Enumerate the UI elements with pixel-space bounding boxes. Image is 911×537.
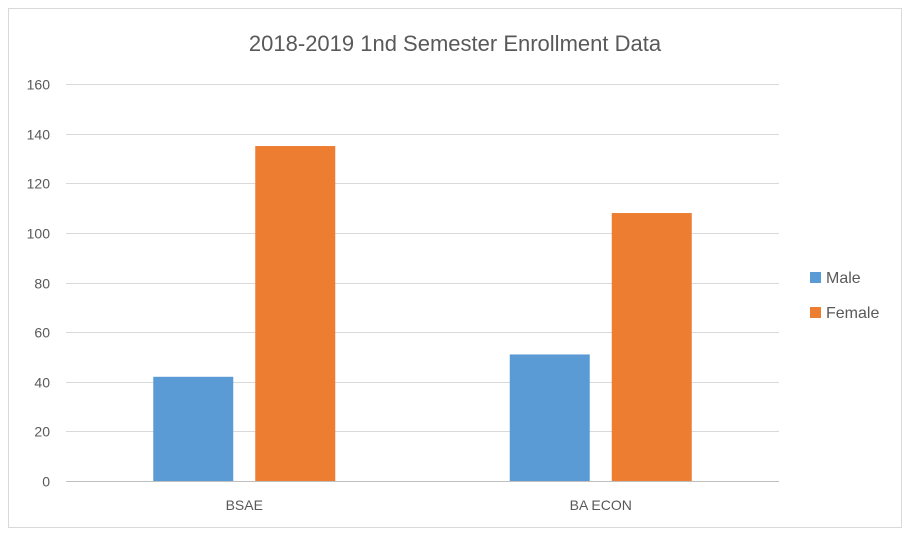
legend-label-male: Male (826, 270, 861, 287)
bar-female-ba-econ (611, 213, 692, 481)
chart-title: 2018-2019 1nd Semester Enrollment Data (249, 31, 662, 56)
bar-female-bsae (255, 146, 336, 481)
legend-swatch-female (810, 307, 821, 318)
x-tick-label: BA ECON (570, 497, 632, 513)
y-tick-label: 120 (27, 176, 51, 192)
y-tick-label: 0 (42, 474, 50, 490)
bars (153, 146, 692, 481)
y-tick-label: 160 (27, 77, 51, 93)
y-tick-label: 80 (34, 276, 50, 292)
y-tick-label: 40 (34, 375, 50, 391)
x-axis-ticks: BSAE BA ECON (226, 497, 632, 513)
y-tick-label: 20 (34, 424, 50, 440)
legend: Male Female (810, 270, 879, 322)
legend-swatch-male (810, 272, 821, 283)
bar-male-bsae (153, 376, 234, 481)
y-tick-label: 140 (27, 127, 51, 143)
bar-male-ba-econ (509, 354, 590, 481)
x-tick-label: BSAE (226, 497, 263, 513)
legend-label-female: Female (826, 305, 879, 322)
y-axis-ticks: 0 20 40 60 80 100 120 140 160 (27, 77, 51, 490)
y-tick-label: 100 (27, 226, 51, 242)
y-tick-label: 60 (34, 325, 50, 341)
